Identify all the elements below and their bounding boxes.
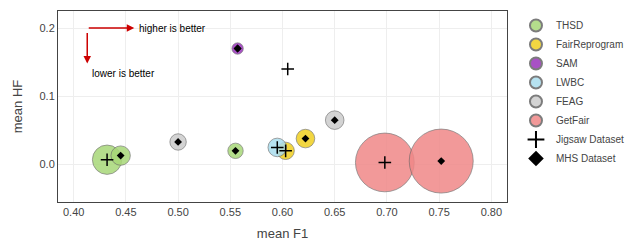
svg-text:0.40: 0.40 (63, 206, 84, 218)
svg-text:0.50: 0.50 (167, 206, 188, 218)
svg-text:0.1: 0.1 (40, 90, 55, 102)
svg-text:0.65: 0.65 (324, 206, 345, 218)
svg-text:Jigsaw Dataset: Jigsaw Dataset (556, 134, 624, 145)
svg-text:GetFair: GetFair (556, 115, 590, 126)
svg-text:THSD: THSD (556, 20, 583, 31)
svg-text:0.70: 0.70 (376, 206, 397, 218)
svg-text:SAM: SAM (556, 58, 578, 69)
svg-text:0.2: 0.2 (40, 22, 55, 34)
svg-text:0.75: 0.75 (428, 206, 449, 218)
svg-text:MHS Dataset: MHS Dataset (556, 153, 616, 164)
svg-text:0.0: 0.0 (40, 158, 55, 170)
svg-text:mean F1: mean F1 (257, 226, 308, 241)
svg-text:FEAG: FEAG (556, 96, 583, 107)
svg-text:lower is better: lower is better (92, 68, 155, 79)
svg-text:0.55: 0.55 (220, 206, 241, 218)
svg-text:higher is better: higher is better (139, 23, 206, 34)
svg-text:LWBC: LWBC (556, 77, 584, 88)
svg-text:FairReprogram: FairReprogram (556, 39, 623, 50)
svg-text:0.45: 0.45 (115, 206, 136, 218)
svg-text:mean HF: mean HF (10, 80, 25, 134)
svg-text:0.80: 0.80 (481, 206, 502, 218)
svg-text:0.60: 0.60 (272, 206, 293, 218)
